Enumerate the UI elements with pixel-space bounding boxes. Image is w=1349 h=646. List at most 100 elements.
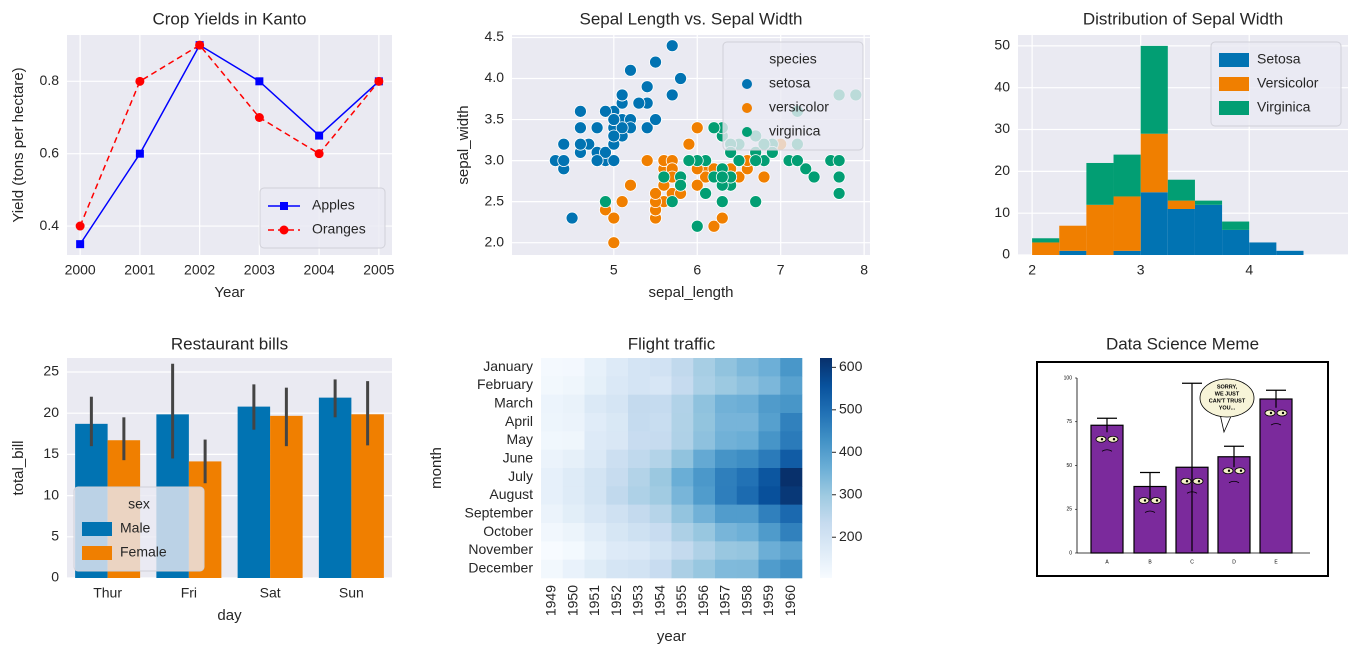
scatter-point: [749, 195, 763, 209]
legend-label: Virginica: [1257, 99, 1311, 115]
y-tick-label: 10: [994, 204, 1010, 220]
histogram-bar: [1276, 250, 1304, 255]
heatmap-cell: [628, 504, 651, 524]
data-point: [374, 76, 384, 86]
heatmap-cell: [628, 413, 651, 432]
meme-category-label: D: [1232, 559, 1236, 565]
heatmap-cell: [628, 394, 651, 414]
heatmap-cell: [584, 468, 607, 487]
heatmap-cell: [780, 486, 803, 505]
legend-swatch: [1219, 53, 1249, 67]
legend-marker: [742, 79, 752, 89]
scatter-point: [607, 154, 621, 167]
heatmap-cell: [671, 504, 694, 524]
meme-category-label: E: [1274, 559, 1278, 565]
heatmap-cell: [780, 559, 803, 579]
face-pupil: [1227, 469, 1231, 472]
heatmap-cell: [649, 468, 672, 487]
x-tick-label: 2: [1028, 262, 1036, 278]
histogram-bar: [1167, 208, 1195, 255]
x-axis-label: year: [657, 628, 686, 645]
y-axis-label: month: [428, 447, 445, 489]
scatter-point: [665, 88, 679, 102]
heatmap-cell: [671, 413, 694, 432]
bubble-text: CAN'T TRUST: [1209, 398, 1246, 404]
scatter-point: [640, 80, 654, 94]
y-tick-label: 0.8: [40, 72, 60, 88]
heatmap-cell: [780, 413, 803, 432]
heatmap-cell: [736, 413, 759, 432]
x-tick-label: 5: [610, 262, 618, 278]
x-axis-label: day: [217, 607, 242, 624]
heatmap-cell: [780, 394, 803, 414]
y-tick-label: August: [489, 486, 533, 502]
face-pupil: [1269, 411, 1273, 415]
y-tick-label: 4.0: [485, 69, 505, 85]
scatter-point: [640, 154, 654, 167]
bar: [318, 397, 352, 578]
legend-swatch: [1219, 77, 1249, 91]
heatmap-cell: [715, 413, 738, 432]
face-pupil: [1100, 438, 1104, 441]
heatmap-cell: [715, 559, 738, 579]
scatter-point: [574, 104, 587, 118]
heatmap-cell: [541, 376, 564, 395]
scatter-point: [807, 170, 821, 184]
x-tick-label: 1958: [738, 585, 754, 616]
y-tick-label: February: [477, 376, 533, 392]
x-tick-label: 1960: [782, 585, 798, 616]
heatmap-cell: [606, 504, 629, 524]
bar: [237, 406, 271, 578]
heatmap-cell: [584, 358, 607, 377]
heatmap-cell: [541, 468, 564, 487]
heatmap-cell: [693, 504, 716, 524]
colorbar-tick-label: 300: [839, 485, 863, 501]
heatmap-cell: [606, 431, 629, 450]
legend-label: versicolor: [769, 99, 829, 115]
scatter-point: [707, 121, 721, 135]
histogram-bar: [1113, 196, 1141, 251]
heatmap-cell: [736, 376, 759, 395]
x-tick-label: 1949: [543, 585, 559, 616]
scatter-point: [557, 137, 571, 151]
y-tick-label: 25: [43, 363, 59, 379]
heatmap-cell: [671, 376, 694, 395]
histogram-bar: [1222, 221, 1250, 230]
heatmap-cell: [649, 541, 672, 560]
legend-label: Apples: [312, 197, 355, 213]
x-axis-label: Year: [214, 284, 244, 301]
heatmap-cell: [584, 523, 607, 542]
heatmap-cell: [562, 358, 585, 377]
scatter-point: [715, 211, 729, 225]
heatmap-cell: [541, 541, 564, 560]
speech-tail: [1219, 413, 1233, 434]
scatter-point: [590, 121, 604, 135]
scatter-point: [649, 55, 662, 69]
legend: sex Male Female: [73, 486, 205, 572]
heatmap-cell: [693, 358, 716, 377]
heatmap-cell: [736, 468, 759, 487]
histogram-bar: [1167, 200, 1195, 209]
meme-bar: [1090, 424, 1124, 554]
heatmap-cell: [584, 449, 607, 469]
heatmap-cell: [628, 468, 651, 487]
x-tick-label: 4: [1245, 262, 1253, 278]
colorbar-tick-label: 500: [839, 401, 863, 417]
heatmap-cell: [649, 559, 672, 579]
x-tick-label: 1954: [651, 585, 667, 616]
legend-label: Oranges: [312, 221, 366, 237]
colorbar-tick-label: 600: [839, 358, 863, 374]
heatmap-cell: [584, 431, 607, 450]
heatmap-cell: [562, 394, 585, 414]
heatmap-cell: [628, 523, 651, 542]
histogram-bar: [1194, 204, 1223, 255]
scatter-point: [590, 154, 604, 167]
x-tick-label: 8: [860, 262, 868, 278]
y-tick-label: 15: [43, 445, 59, 461]
scatter-point: [607, 236, 621, 250]
heatmap-cell: [649, 449, 672, 469]
chart-title: Distribution of Sepal Width: [1083, 9, 1283, 28]
heatmap-cell: [562, 413, 585, 432]
face-mouth: [1186, 491, 1198, 494]
